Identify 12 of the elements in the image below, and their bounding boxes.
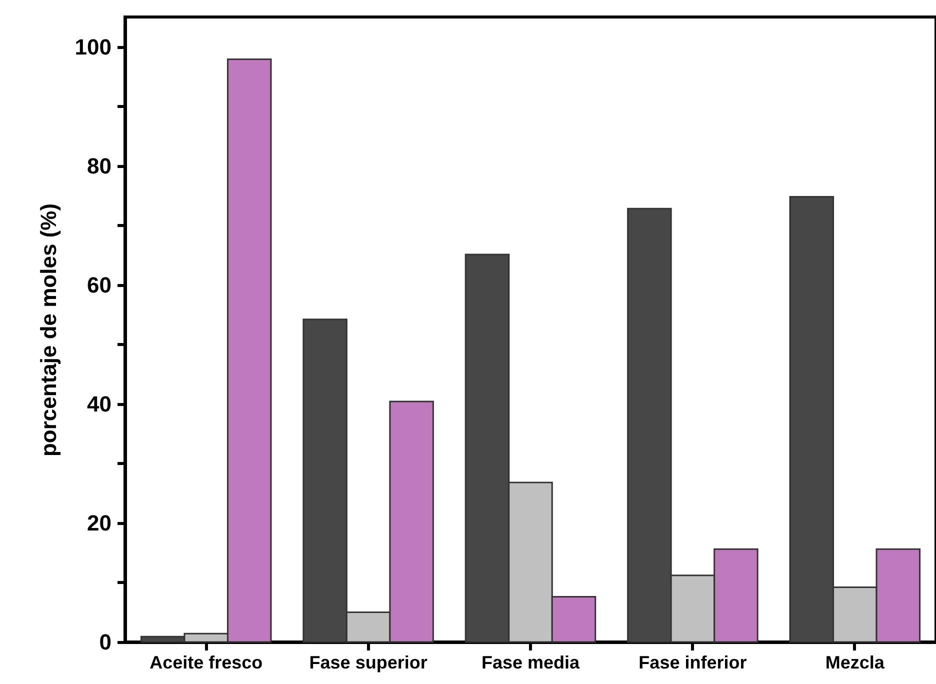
y-tick-label: 80 xyxy=(87,153,112,178)
x-tick-label: Fase media xyxy=(481,652,581,672)
x-tick-label: Fase superior xyxy=(309,652,428,672)
y-tick-label: 20 xyxy=(87,510,112,536)
y-tick-label: 40 xyxy=(87,391,112,416)
y-tick-label: 0 xyxy=(99,630,112,654)
y-tick-label: 100 xyxy=(74,34,112,60)
x-tick-label: Mezcla xyxy=(825,652,886,672)
x-tick-label: Aceite fresco xyxy=(150,652,263,672)
y-tick-label: 60 xyxy=(87,272,112,298)
x-tick-label: Fase inferior xyxy=(638,652,747,672)
y-axis-title: porcentaje de moles (%) xyxy=(36,203,61,457)
